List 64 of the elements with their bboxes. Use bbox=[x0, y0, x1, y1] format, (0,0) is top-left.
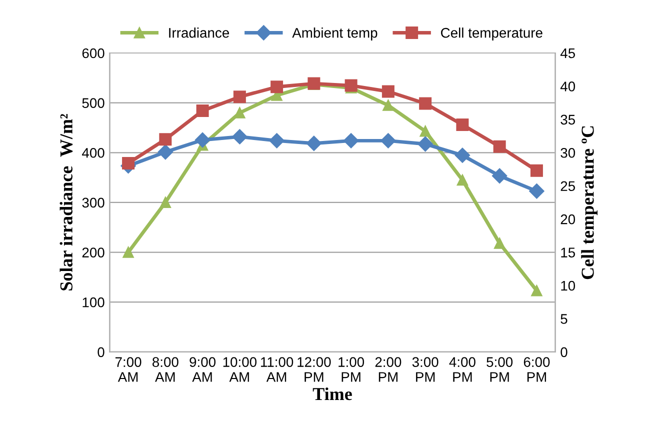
y2-tick-label: 30 bbox=[560, 148, 576, 158]
point bbox=[269, 133, 284, 148]
point bbox=[196, 104, 209, 118]
point bbox=[270, 80, 284, 94]
point bbox=[382, 100, 394, 111]
x-tick-label: 12:00 PM bbox=[298, 357, 331, 382]
point bbox=[418, 136, 433, 152]
point bbox=[158, 144, 173, 160]
y-tick-label: 400 bbox=[82, 148, 104, 158]
y-tick-label: 0 bbox=[98, 347, 104, 358]
point bbox=[194, 132, 210, 148]
point bbox=[380, 133, 396, 148]
y2-tick-label: 45 bbox=[560, 48, 575, 58]
point bbox=[529, 184, 544, 199]
y2-tick-label: 10 bbox=[561, 280, 576, 291]
point bbox=[456, 118, 469, 131]
point bbox=[233, 90, 246, 104]
y-tick-label: 500 bbox=[82, 98, 104, 108]
point bbox=[454, 148, 470, 163]
legend-label: Cell temperature bbox=[441, 28, 542, 40]
point bbox=[492, 168, 508, 184]
y2-tick-label: 40 bbox=[560, 82, 576, 92]
y2-tick-label: 15 bbox=[561, 248, 575, 258]
point bbox=[159, 133, 172, 146]
y2-tick-label: 25 bbox=[560, 181, 575, 192]
y-tick-label: 600 bbox=[82, 48, 104, 58]
point bbox=[122, 157, 135, 170]
x-tick-label: 4:00 PM bbox=[449, 357, 476, 382]
x-tick-label: 7:00 AM bbox=[115, 357, 142, 382]
y-tick-label: 200 bbox=[82, 248, 104, 258]
y2-tick-label: 35 bbox=[560, 114, 575, 125]
x-tick-label: 9:00 AM bbox=[190, 357, 216, 382]
x-tick-label: 10:00 AM bbox=[223, 357, 257, 382]
x-tick-label: 2:00 PM bbox=[375, 357, 402, 382]
point bbox=[122, 246, 134, 258]
point bbox=[160, 196, 171, 208]
point bbox=[232, 129, 248, 144]
point bbox=[420, 126, 431, 137]
y-tick-label: 100 bbox=[82, 297, 104, 308]
point bbox=[493, 140, 506, 153]
point bbox=[456, 174, 468, 186]
point bbox=[419, 97, 432, 110]
y-axis-title: Solar irradiance W/m² bbox=[60, 114, 73, 290]
legend-label: Irradiance bbox=[169, 28, 230, 38]
x-tick-label: 8:00 AM bbox=[152, 357, 178, 382]
x-tick-label: 3:00 PM bbox=[412, 357, 438, 382]
x-tick-label: 6:00 PM bbox=[524, 357, 550, 382]
x-tick-label: 5:00 PM bbox=[486, 357, 513, 382]
legend-label: Ambient temp bbox=[292, 28, 378, 40]
y-tick-label: 300 bbox=[82, 198, 104, 208]
x-tick-label: 11:00 AM bbox=[261, 357, 294, 382]
x-tick-label: 1:00 PM bbox=[338, 357, 364, 382]
y2-tick-label: 5 bbox=[560, 314, 568, 324]
point bbox=[494, 238, 506, 249]
point bbox=[343, 133, 359, 148]
point bbox=[382, 85, 394, 98]
point bbox=[234, 107, 246, 118]
y2-tick-label: 0 bbox=[560, 347, 568, 358]
x-axis-title: Time bbox=[312, 387, 352, 400]
point bbox=[530, 164, 543, 177]
point bbox=[531, 285, 542, 296]
y2-tick-label: 20 bbox=[560, 214, 576, 224]
y2-axis-title: Cell temperature ºC bbox=[581, 126, 598, 280]
point bbox=[306, 136, 322, 151]
